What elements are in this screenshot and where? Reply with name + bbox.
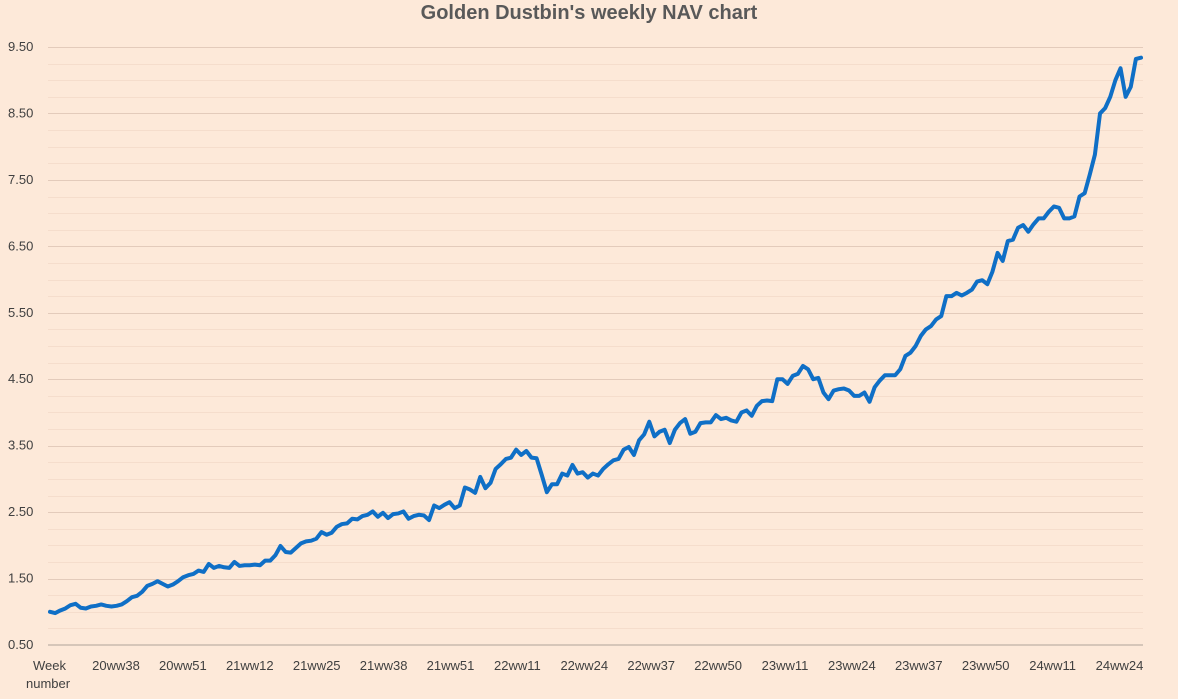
y-tick-label: 1.50 <box>8 571 33 586</box>
x-axis-tick-labels: 20ww38 20ww51 21ww12 21ww25 21ww38 21ww51 22ww… <box>92 658 1143 673</box>
gridlines <box>48 47 1143 629</box>
nav-series-line <box>48 55 1143 616</box>
x-axis-label-line-1: Week <box>33 658 66 673</box>
y-tick-label: 5.50 <box>8 305 33 320</box>
x-tick-label: 23ww37 <box>895 658 943 673</box>
x-tick-label: 24ww11 <box>1029 658 1076 673</box>
x-tick-label: 22ww37 <box>627 658 675 673</box>
y-tick-label: 3.50 <box>8 438 33 453</box>
x-tick-label: 22ww50 <box>694 658 742 673</box>
y-tick-label: 7.50 <box>8 172 33 187</box>
x-tick-label: 20ww38 <box>92 658 140 673</box>
x-axis-label-line-2: number <box>26 676 71 691</box>
y-tick-label: 9.50 <box>8 39 33 54</box>
y-tick-label: 6.50 <box>8 238 33 253</box>
y-tick-label: 4.50 <box>8 371 33 386</box>
x-tick-label: 21ww51 <box>427 658 475 673</box>
y-tick-label: 0.50 <box>8 637 33 652</box>
x-tick-label: 21ww38 <box>360 658 408 673</box>
x-tick-label: 22ww11 <box>494 658 541 673</box>
chart-title: Golden Dustbin's weekly NAV chart <box>421 2 758 24</box>
x-tick-label: 23ww11 <box>762 658 809 673</box>
x-tick-label: 23ww24 <box>828 658 876 673</box>
y-axis-tick-labels: 0.50 1.50 2.50 3.50 4.50 5.50 6.50 7.50 8.50 9.50 <box>8 39 33 652</box>
x-tick-label: 23ww50 <box>962 658 1010 673</box>
x-tick-label: 24ww24 <box>1096 658 1144 673</box>
x-tick-label: 21ww12 <box>226 658 274 673</box>
y-tick-label: 8.50 <box>8 105 33 120</box>
x-tick-label: 21ww25 <box>293 658 341 673</box>
x-tick-label: 20ww51 <box>159 658 207 673</box>
y-tick-label: 2.50 <box>8 504 33 519</box>
x-tick-label: 22ww24 <box>560 658 608 673</box>
